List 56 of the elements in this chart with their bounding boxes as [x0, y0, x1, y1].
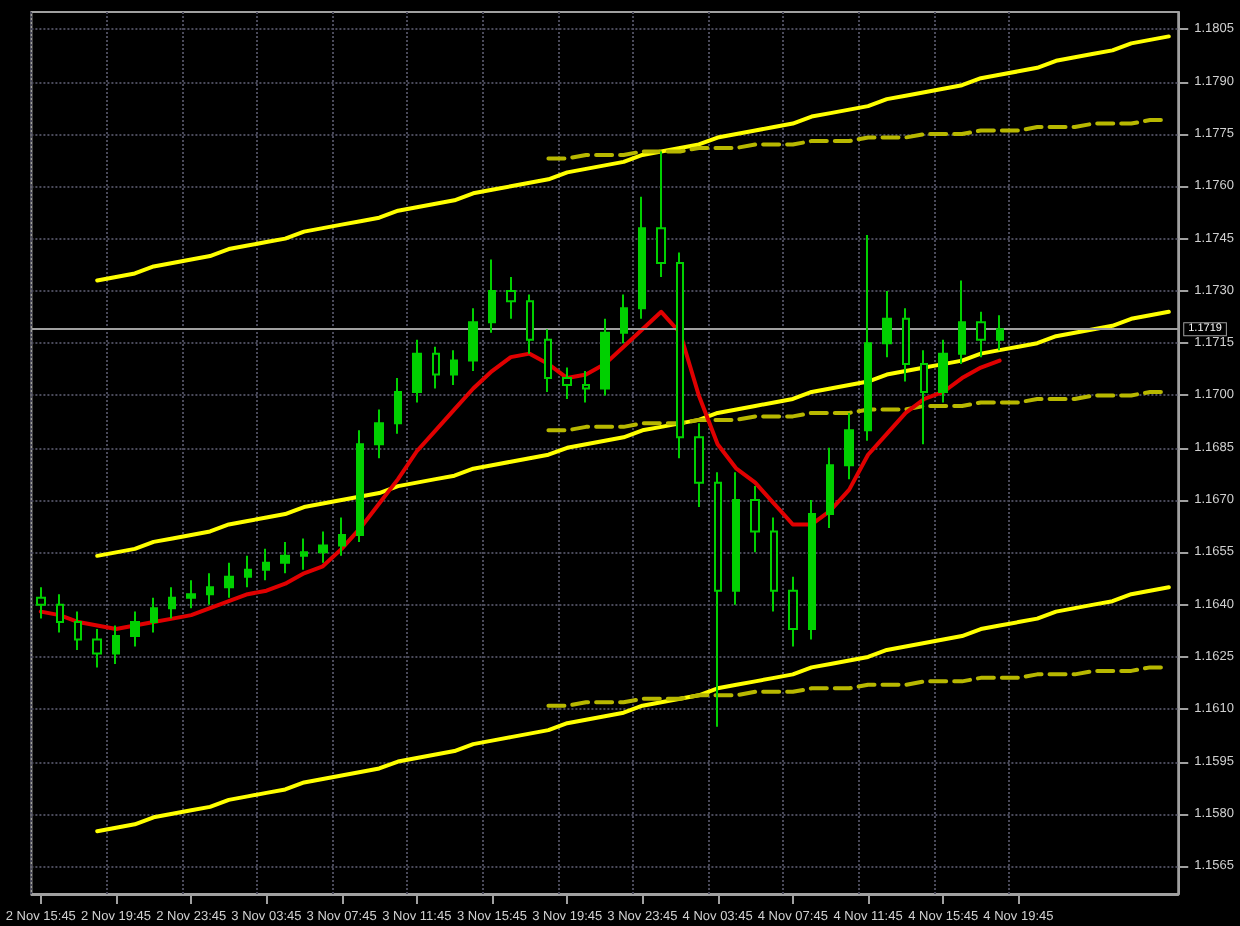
candlestick [280, 540, 290, 575]
candlestick [750, 485, 760, 554]
candlestick [56, 593, 64, 634]
candlestick [920, 349, 928, 446]
candlestick [526, 293, 534, 355]
candlestick [600, 317, 610, 397]
candlestick [318, 530, 328, 564]
candlestick [412, 338, 422, 404]
candlestick [882, 289, 892, 359]
candlestick [562, 366, 572, 400]
candlestick [976, 310, 986, 359]
candlestick [902, 307, 910, 383]
candlestick [244, 554, 252, 589]
line-series [38, 309, 1002, 632]
candlestick [864, 234, 872, 442]
candlestick [506, 275, 516, 320]
candlestick [112, 624, 120, 665]
line-series [95, 585, 1171, 834]
candlestick [130, 610, 140, 648]
candlestick [338, 516, 346, 557]
candlestick [582, 370, 590, 404]
candlestick [262, 547, 270, 582]
candlestick [826, 446, 834, 529]
candlestick [186, 579, 196, 610]
candlestick [150, 596, 158, 634]
candlestick [488, 258, 496, 334]
candlestick [300, 537, 308, 571]
candlestick [168, 586, 176, 620]
candlestick [468, 307, 478, 373]
candlestick [656, 150, 666, 278]
candlestick [996, 314, 1004, 352]
candlestick [938, 338, 948, 404]
candlestick [450, 349, 458, 387]
candlestick [694, 422, 704, 509]
candlestick [74, 610, 82, 651]
candlestick [676, 251, 684, 460]
candlestick [808, 499, 816, 641]
line-series [95, 34, 1171, 283]
candlestick [36, 586, 46, 620]
candlestick [714, 471, 722, 728]
candlestick [544, 328, 552, 393]
candlestick [432, 345, 440, 390]
candlestick [356, 429, 364, 543]
candlestick [844, 411, 854, 481]
line-series [95, 309, 1171, 558]
candlestick [788, 575, 798, 648]
candlestick [620, 293, 628, 345]
candlestick [374, 408, 384, 460]
candlestick [394, 377, 402, 435]
candlestick [638, 195, 646, 320]
candlestick [92, 628, 102, 669]
candlestick [224, 561, 234, 599]
candlestick [958, 279, 966, 366]
candlestick [770, 516, 778, 613]
candlestick [732, 471, 740, 606]
candlestick [206, 572, 214, 606]
